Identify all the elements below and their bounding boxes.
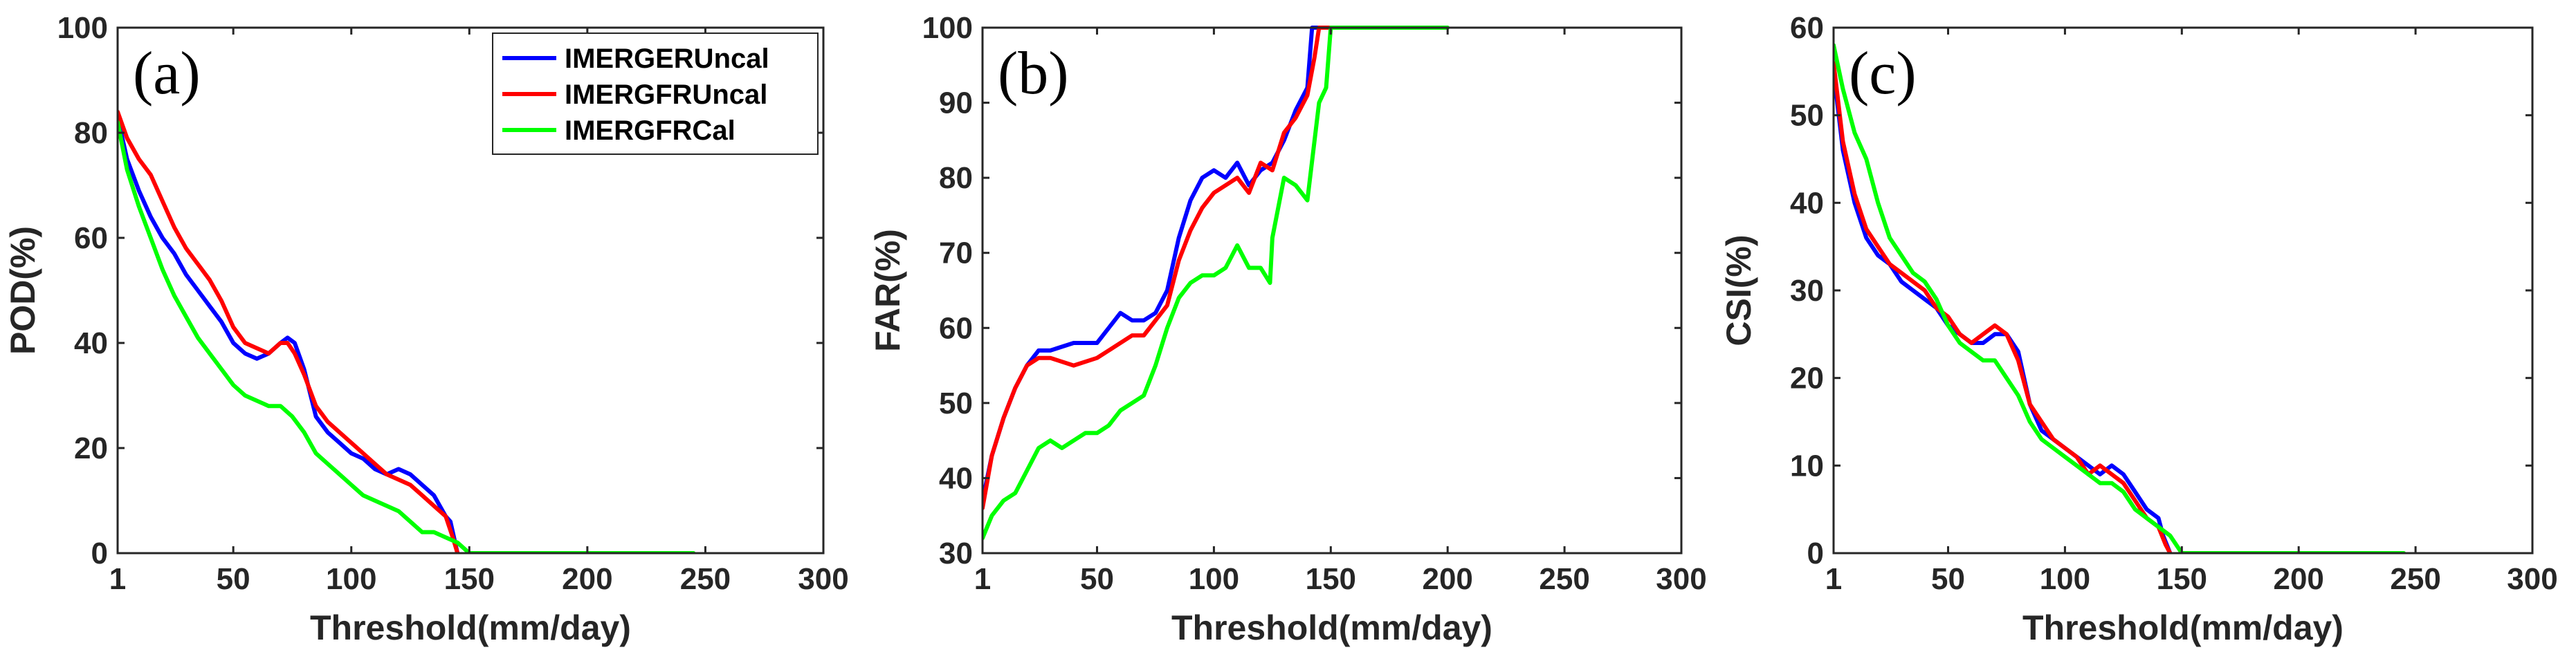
plot-area: [1834, 28, 2532, 553]
y-tick-label: 20: [74, 431, 108, 465]
y-tick-label: 80: [939, 161, 973, 195]
x-tick-label: 150: [2157, 562, 2207, 596]
axes-frame: [981, 26, 1683, 555]
series-group: [1834, 43, 2406, 553]
y-tick-label: 40: [939, 461, 973, 495]
y-tick-label: 70: [939, 236, 973, 270]
x-tick-label: 200: [562, 562, 612, 596]
x-tick-label: 250: [2390, 562, 2440, 596]
x-tick-label: 1: [109, 562, 126, 596]
x-axis-label: Threshold(mm/day): [2022, 608, 2344, 647]
panel-tag: (a): [133, 40, 201, 107]
y-tick-label: 40: [1790, 186, 1824, 220]
x-tick-label: 100: [1189, 562, 1239, 596]
y-tick-label: 50: [1790, 99, 1824, 133]
series-line-IMERGFRCal: [983, 26, 1450, 541]
y-tick-label: 100: [922, 11, 973, 45]
x-tick-label: 150: [1306, 562, 1356, 596]
x-tick-label: 100: [326, 562, 376, 596]
panel-2: 1 50 100 150 200 250 30030405060708090100Thres…: [868, 11, 1707, 647]
series-group: [118, 109, 696, 553]
y-tick-label: 100: [57, 11, 108, 45]
series-line-IMERGFRUncal: [1834, 60, 2173, 553]
panel-3: 1 50 100 150 200 250 3000102030405060Threshold…: [1719, 11, 2558, 647]
y-tick-label: 50: [939, 387, 973, 420]
y-tick-label: 0: [91, 537, 108, 570]
y-tick-label: 80: [74, 116, 108, 150]
plot-area: [983, 28, 1681, 553]
y-tick-label: 90: [939, 86, 973, 120]
x-tick-label: 300: [798, 562, 848, 596]
legend: IMERGERUncal IMERGFRUncal IMERGFRCal: [492, 32, 819, 155]
x-tick-label: 50: [217, 562, 250, 596]
series-line-IMERGFRCal: [118, 120, 696, 553]
series-line-IMERGERUncal: [118, 115, 460, 553]
legend-entry-IMERGERUncal: IMERGERUncal: [565, 44, 769, 74]
series-line-IMERGFRUncal: [118, 109, 460, 553]
panel-tag: (c): [1849, 40, 1917, 107]
y-tick-label: 0: [1807, 537, 1824, 570]
x-tick-label: 50: [1080, 562, 1114, 596]
x-axis-label: Threshold(mm/day): [1171, 608, 1492, 647]
y-tick-label: 30: [939, 537, 973, 570]
x-tick-label: 250: [680, 562, 731, 596]
y-tick-label: 60: [74, 221, 108, 255]
y-axis-label: FAR(%): [868, 229, 907, 352]
x-tick-label: 150: [444, 562, 495, 596]
x-tick-label: 100: [2040, 562, 2090, 596]
y-tick-label: 30: [1790, 274, 1824, 308]
series-line-IMERGFRCal: [1834, 43, 2406, 553]
legend-entry-IMERGFRUncal: IMERGFRUncal: [565, 80, 767, 110]
series-line-IMERGFRUncal: [983, 26, 1333, 510]
y-tick-label: 20: [1790, 362, 1824, 396]
y-tick-label: 60: [939, 311, 973, 345]
panel-1: 1 50 100 150 200 250 300020406080100Threshold(…: [3, 11, 849, 647]
y-axis-label: CSI(%): [1719, 234, 1758, 346]
axes-frame: [116, 26, 825, 555]
y-tick-label: 60: [1790, 11, 1824, 45]
x-tick-label: 300: [2507, 562, 2557, 596]
y-tick-label: 10: [1790, 449, 1824, 483]
x-tick-label: 1: [974, 562, 991, 596]
x-tick-label: 200: [2273, 562, 2323, 596]
legend-entry-IMERGFRCal: IMERGFRCal: [565, 115, 736, 146]
x-axis-label: Threshold(mm/day): [310, 608, 631, 647]
x-tick-label: 200: [1422, 562, 1472, 596]
y-tick-label: 40: [74, 326, 108, 360]
panel-tag: (b): [998, 40, 1069, 107]
y-axis-label: POD(%): [3, 226, 42, 355]
x-tick-label: 50: [1931, 562, 1965, 596]
x-tick-label: 250: [1539, 562, 1589, 596]
x-tick-label: 1: [1825, 562, 1842, 596]
x-tick-label: 300: [1656, 562, 1706, 596]
series-group: [983, 26, 1450, 541]
